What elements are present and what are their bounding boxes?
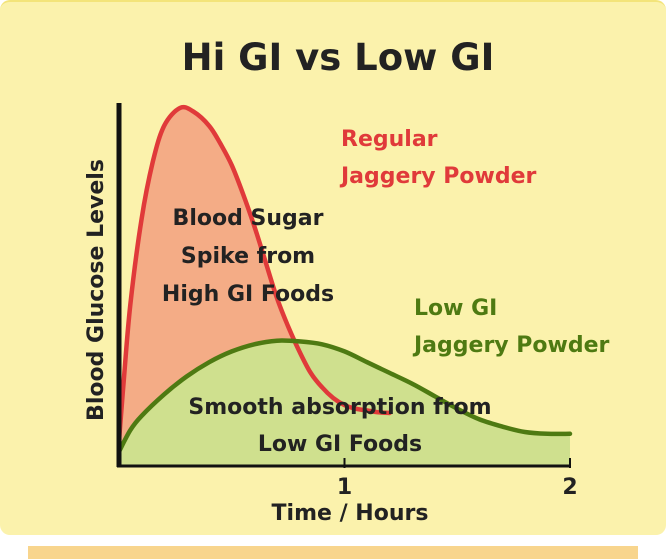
bottom-strip xyxy=(28,546,638,559)
regular-jaggery-label-line-1: Regular xyxy=(341,127,438,152)
x-axis-label: Time / Hours xyxy=(272,501,429,526)
x-tick-label: 1 xyxy=(337,475,352,500)
high-gi-area-label-line-3: High GI Foods xyxy=(162,282,334,307)
chart-areas xyxy=(116,104,573,466)
high-gi-area-label-line-1: Blood Sugar xyxy=(173,206,324,231)
low-gi-area-label-line-2: Low GI Foods xyxy=(258,432,422,457)
chart-title: Hi GI vs Low GI xyxy=(182,36,495,79)
y-axis-label: Blood Glucose Levels xyxy=(84,159,109,421)
regular-jaggery-label-line-2: Jaggery Powder xyxy=(339,164,537,189)
high-gi-area-label-line-2: Spike from xyxy=(181,244,315,269)
low-gi-jaggery-label-line-2: Jaggery Powder xyxy=(412,333,610,358)
low-gi-area-label-line-1: Smooth absorption from xyxy=(188,395,491,420)
series-line-0 xyxy=(116,104,392,444)
low-gi-jaggery-label-line-1: Low GI xyxy=(414,296,497,321)
x-tick-label: 2 xyxy=(562,475,577,500)
series-line-1 xyxy=(116,338,573,454)
